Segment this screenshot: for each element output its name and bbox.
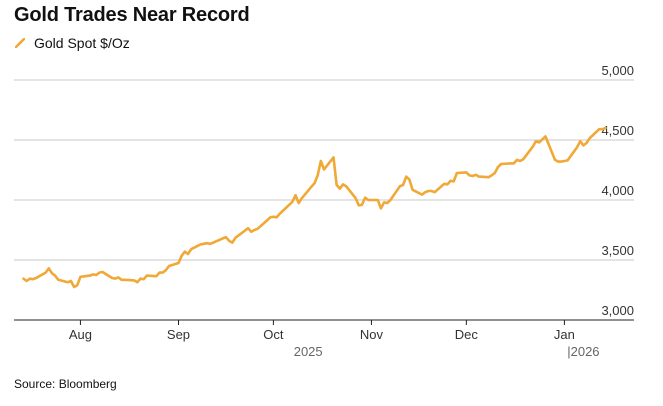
x-tick-label: Nov [360, 327, 384, 342]
chart-title: Gold Trades Near Record [14, 4, 250, 26]
y-tick-label: 4,500 [601, 123, 634, 138]
x-tick-label: Dec [455, 327, 479, 342]
legend-label: Gold Spot $/Oz [34, 35, 130, 51]
source-note: Source: Bloomberg [14, 377, 117, 391]
legend-line-icon [15, 38, 25, 48]
y-tick-label: 3,500 [601, 243, 634, 258]
x-year-label: 2025 [294, 344, 323, 359]
y-tick-label: 3,000 [601, 303, 634, 318]
x-year-label: |2026 [567, 344, 599, 359]
y-tick-label: 4,000 [601, 183, 634, 198]
y-axis: 3,000 3,500 4,000 4,500 5,000 [601, 63, 634, 318]
gold-spot-series-line [22, 126, 607, 289]
y-tick-label: 5,000 [601, 63, 634, 78]
grid-lines [14, 79, 634, 321]
series-layer [22, 126, 607, 289]
chart-legend: Gold Spot $/Oz [15, 34, 130, 52]
x-tick-label: Aug [69, 327, 92, 342]
x-tick-label: Jan [554, 327, 575, 342]
x-axis: Aug Sep Oct Nov Dec Jan 2025 |2026 [69, 320, 600, 359]
x-tick-label: Sep [167, 327, 190, 342]
x-tick-label: Oct [263, 327, 284, 342]
